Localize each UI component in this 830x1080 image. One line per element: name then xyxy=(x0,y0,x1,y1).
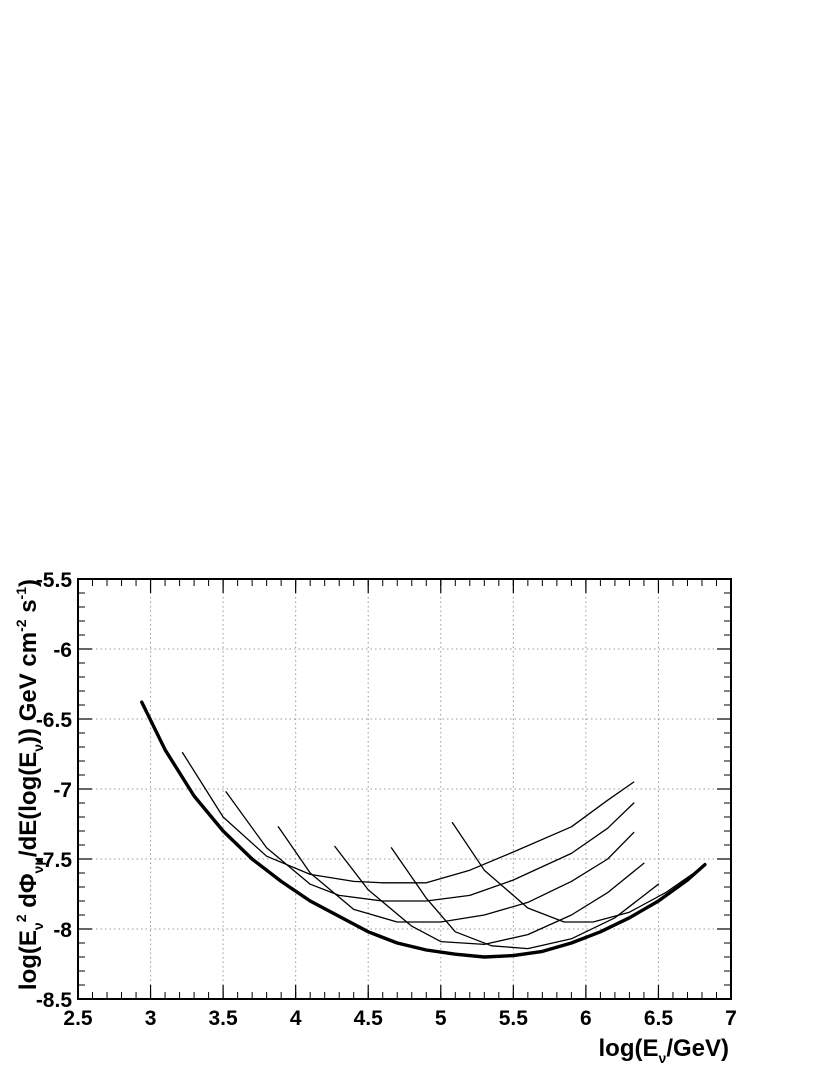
axis-ticks xyxy=(77,578,732,1000)
series-group xyxy=(140,700,707,959)
x-tick-label: 4 xyxy=(290,1007,302,1030)
x-axis-title: log(Eν/GeV) xyxy=(599,1035,729,1066)
series-line-1 xyxy=(181,751,635,884)
y-tick-label: -6 xyxy=(53,639,72,662)
x-tick-label: 6 xyxy=(580,1007,592,1030)
x-tick-label: 2.5 xyxy=(63,1007,93,1030)
x-tick-label: 5 xyxy=(435,1007,447,1030)
y-tick-label: -7.5 xyxy=(36,849,73,872)
x-tick-label: 4.5 xyxy=(354,1007,384,1030)
series-line-4 xyxy=(334,845,645,946)
series-line-envelope xyxy=(140,700,707,959)
x-tick-label: 3 xyxy=(145,1007,157,1030)
y-tick-label: -5.5 xyxy=(36,569,73,592)
x-tick-label: 3.5 xyxy=(209,1007,239,1030)
y-tick-label: -8 xyxy=(53,919,72,942)
y-axis-title: log(Eν2 dΦνμ/dE(log(Eν)) GeV cm-2 s-1) xyxy=(13,579,46,990)
series-line-3 xyxy=(277,826,635,923)
x-tick-label: 7 xyxy=(725,1007,737,1030)
series-line-5 xyxy=(390,847,660,950)
series-line-6 xyxy=(451,821,703,923)
y-tick-label: -6.5 xyxy=(36,709,73,732)
tick-labels: 2.5 3 3.5 4 4.5 5 5.5 6 6.5 7 -8.5 -8 -7.5 -7 -6.5 -6 -5… xyxy=(36,569,737,1030)
y-tick-label: -8.5 xyxy=(36,989,73,1012)
y-tick-label: -7 xyxy=(53,779,72,802)
series-line-2 xyxy=(225,791,635,902)
x-tick-label: 6.5 xyxy=(644,1007,674,1030)
x-tick-label: 5.5 xyxy=(499,1007,529,1030)
grid xyxy=(78,579,731,999)
